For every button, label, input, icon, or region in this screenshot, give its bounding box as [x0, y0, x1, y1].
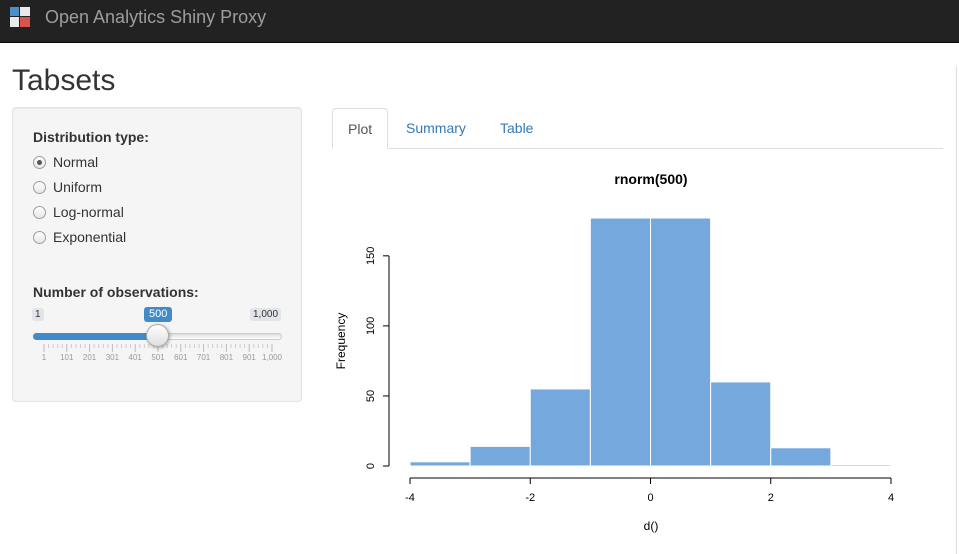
slider-grid-label: 1 [42, 353, 47, 362]
axes: -4 -2 0 2 4 0 50 100 150 [365, 247, 894, 504]
slider-grid: 1 101 201 301 401 501 601 701 801 901 1,000 [42, 344, 283, 362]
slider-fill [33, 333, 158, 340]
radio-button[interactable] [33, 230, 46, 244]
y-tick-label: 150 [365, 247, 377, 265]
histogram-bar [650, 217, 712, 467]
slider-handle[interactable] [146, 324, 169, 347]
distribution-type-label: Distribution type: [33, 129, 149, 145]
x-tick-label: -2 [525, 492, 535, 504]
radio-log-normal[interactable]: Log-normal [33, 202, 124, 222]
histogram-bar [830, 464, 892, 467]
radio-label: Normal [53, 154, 99, 170]
slider-grid-label: 701 [197, 353, 211, 362]
slider-grid-label: 101 [60, 353, 74, 362]
histogram-bar [409, 461, 471, 467]
radio-button[interactable] [33, 205, 46, 219]
tabs-baseline [332, 148, 943, 149]
radio-label: Uniform [53, 179, 103, 195]
histogram-bar [589, 217, 651, 467]
observations-label: Number of observations: [33, 284, 199, 300]
navbar-brand[interactable]: Open Analytics Shiny Proxy [45, 7, 267, 27]
y-tick-label: 100 [365, 317, 377, 335]
histogram-bar [469, 445, 531, 467]
x-tick-label: -4 [405, 492, 415, 504]
y-tick-label: 0 [365, 463, 377, 469]
tab-table[interactable]: Table [500, 120, 534, 136]
slider-grid-label: 1,000 [262, 353, 283, 362]
top-navbar: Open Analytics Shiny Proxy [0, 0, 959, 43]
histogram-bars [409, 217, 892, 467]
slider-grid-label: 301 [106, 353, 120, 362]
radio-exponential[interactable]: Exponential [33, 227, 126, 247]
radio-label: Log-normal [53, 204, 124, 220]
slider-min-label: 1 [32, 308, 44, 321]
radio-uniform[interactable]: Uniform [33, 177, 102, 197]
slider-value-label: 500 [144, 307, 173, 322]
x-tick-label: 2 [768, 492, 774, 504]
histogram-bar [529, 388, 591, 467]
radio-label: Exponential [53, 229, 127, 245]
histogram-plot: rnorm(500) -4 -2 0 2 4 0 50 100 150 d() Frequenc… [334, 171, 894, 533]
radio-normal[interactable]: Normal [33, 152, 98, 172]
histogram-bar [770, 447, 832, 467]
chart-title: rnorm(500) [614, 171, 687, 187]
slider-grid-label: 201 [83, 353, 97, 362]
sidebar-panel: Distribution type: Normal Uniform Log-no… [12, 107, 302, 402]
slider-grid-label: 501 [151, 353, 165, 362]
radio-button[interactable] [33, 155, 46, 169]
page-edge-divider [956, 66, 957, 554]
tab-plot[interactable]: Plot [332, 108, 388, 149]
slider-grid-label: 601 [174, 353, 188, 362]
x-tick-label: 4 [888, 492, 894, 504]
y-tick-label: 50 [365, 390, 377, 402]
x-tick-label: 0 [647, 492, 653, 504]
histogram-bar [710, 381, 772, 467]
slider-max-label: 1,000 [250, 308, 282, 321]
slider-grid-label: 901 [243, 353, 257, 362]
y-axis-label: Frequency [334, 313, 348, 370]
shinyproxy-logo-icon [10, 7, 30, 27]
slider-grid-label: 401 [129, 353, 143, 362]
slider-grid-label: 801 [220, 353, 234, 362]
x-axis-label: d() [644, 519, 659, 533]
page-title: Tabsets [12, 64, 116, 97]
tab-summary[interactable]: Summary [406, 120, 466, 136]
radio-button[interactable] [33, 180, 46, 194]
